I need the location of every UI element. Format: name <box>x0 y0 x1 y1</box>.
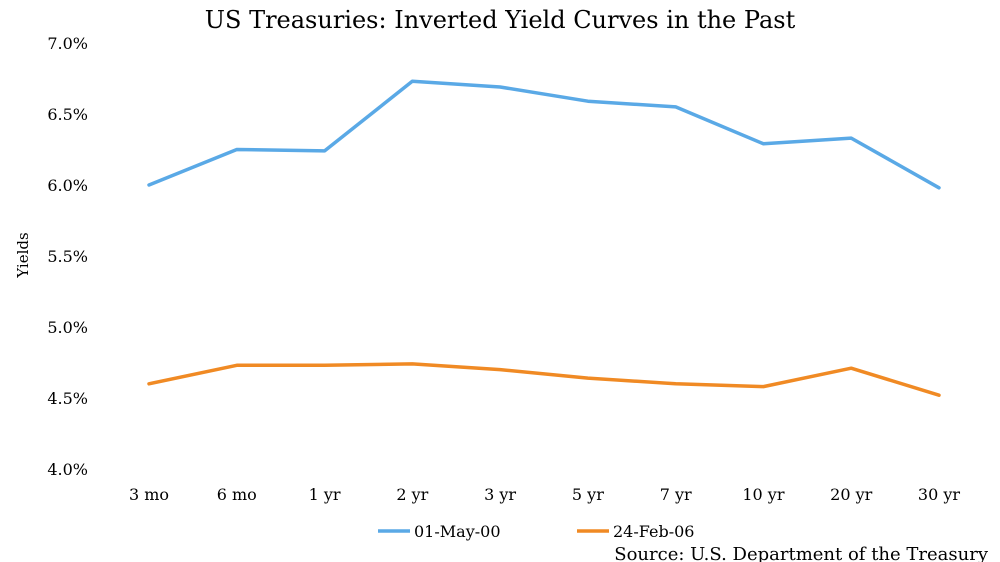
legend-item: 24-Feb-06 <box>577 522 694 541</box>
y-tick-label: 4.5% <box>47 389 88 408</box>
x-tick-label: 1 yr <box>309 485 341 504</box>
x-tick-label: 10 yr <box>742 485 784 504</box>
legend-label: 01-May-00 <box>414 522 501 541</box>
x-tick-label: 3 yr <box>484 485 516 504</box>
x-axis-ticks: 3 mo 6 mo 1 yr 2 yr 3 yr 5 yr 7 yr 10 yr 20 yr 30… <box>129 485 960 504</box>
legend-item: 01-May-00 <box>378 522 501 541</box>
legend-label: 24-Feb-06 <box>613 522 694 541</box>
y-tick-label: 5.0% <box>47 318 88 337</box>
source-note: Source: U.S. Department of the Treasury <box>614 544 989 562</box>
x-tick-label: 30 yr <box>918 485 960 504</box>
y-tick-label: 4.0% <box>47 460 88 479</box>
y-axis-ticks: 4.0% 4.5% 5.0% 5.5% 6.0% 6.5% 7.0% <box>47 34 88 479</box>
x-tick-label: 5 yr <box>572 485 604 504</box>
series-line-2 <box>147 362 941 397</box>
y-tick-label: 6.0% <box>47 176 88 195</box>
y-tick-label: 7.0% <box>47 34 88 53</box>
chart-title: US Treasuries: Inverted Yield Curves in … <box>205 6 796 34</box>
x-tick-label: 3 mo <box>129 485 169 504</box>
series-lines <box>147 79 941 397</box>
x-tick-label: 2 yr <box>396 485 428 504</box>
x-tick-label: 7 yr <box>660 485 692 504</box>
x-tick-label: 6 mo <box>217 485 257 504</box>
y-tick-label: 6.5% <box>47 105 88 124</box>
x-tick-label: 20 yr <box>830 485 872 504</box>
legend: 01-May-00 24-Feb-06 <box>378 522 694 541</box>
y-tick-label: 5.5% <box>47 247 88 266</box>
series-line-1 <box>147 79 941 190</box>
y-axis-label: Yields <box>14 232 32 278</box>
